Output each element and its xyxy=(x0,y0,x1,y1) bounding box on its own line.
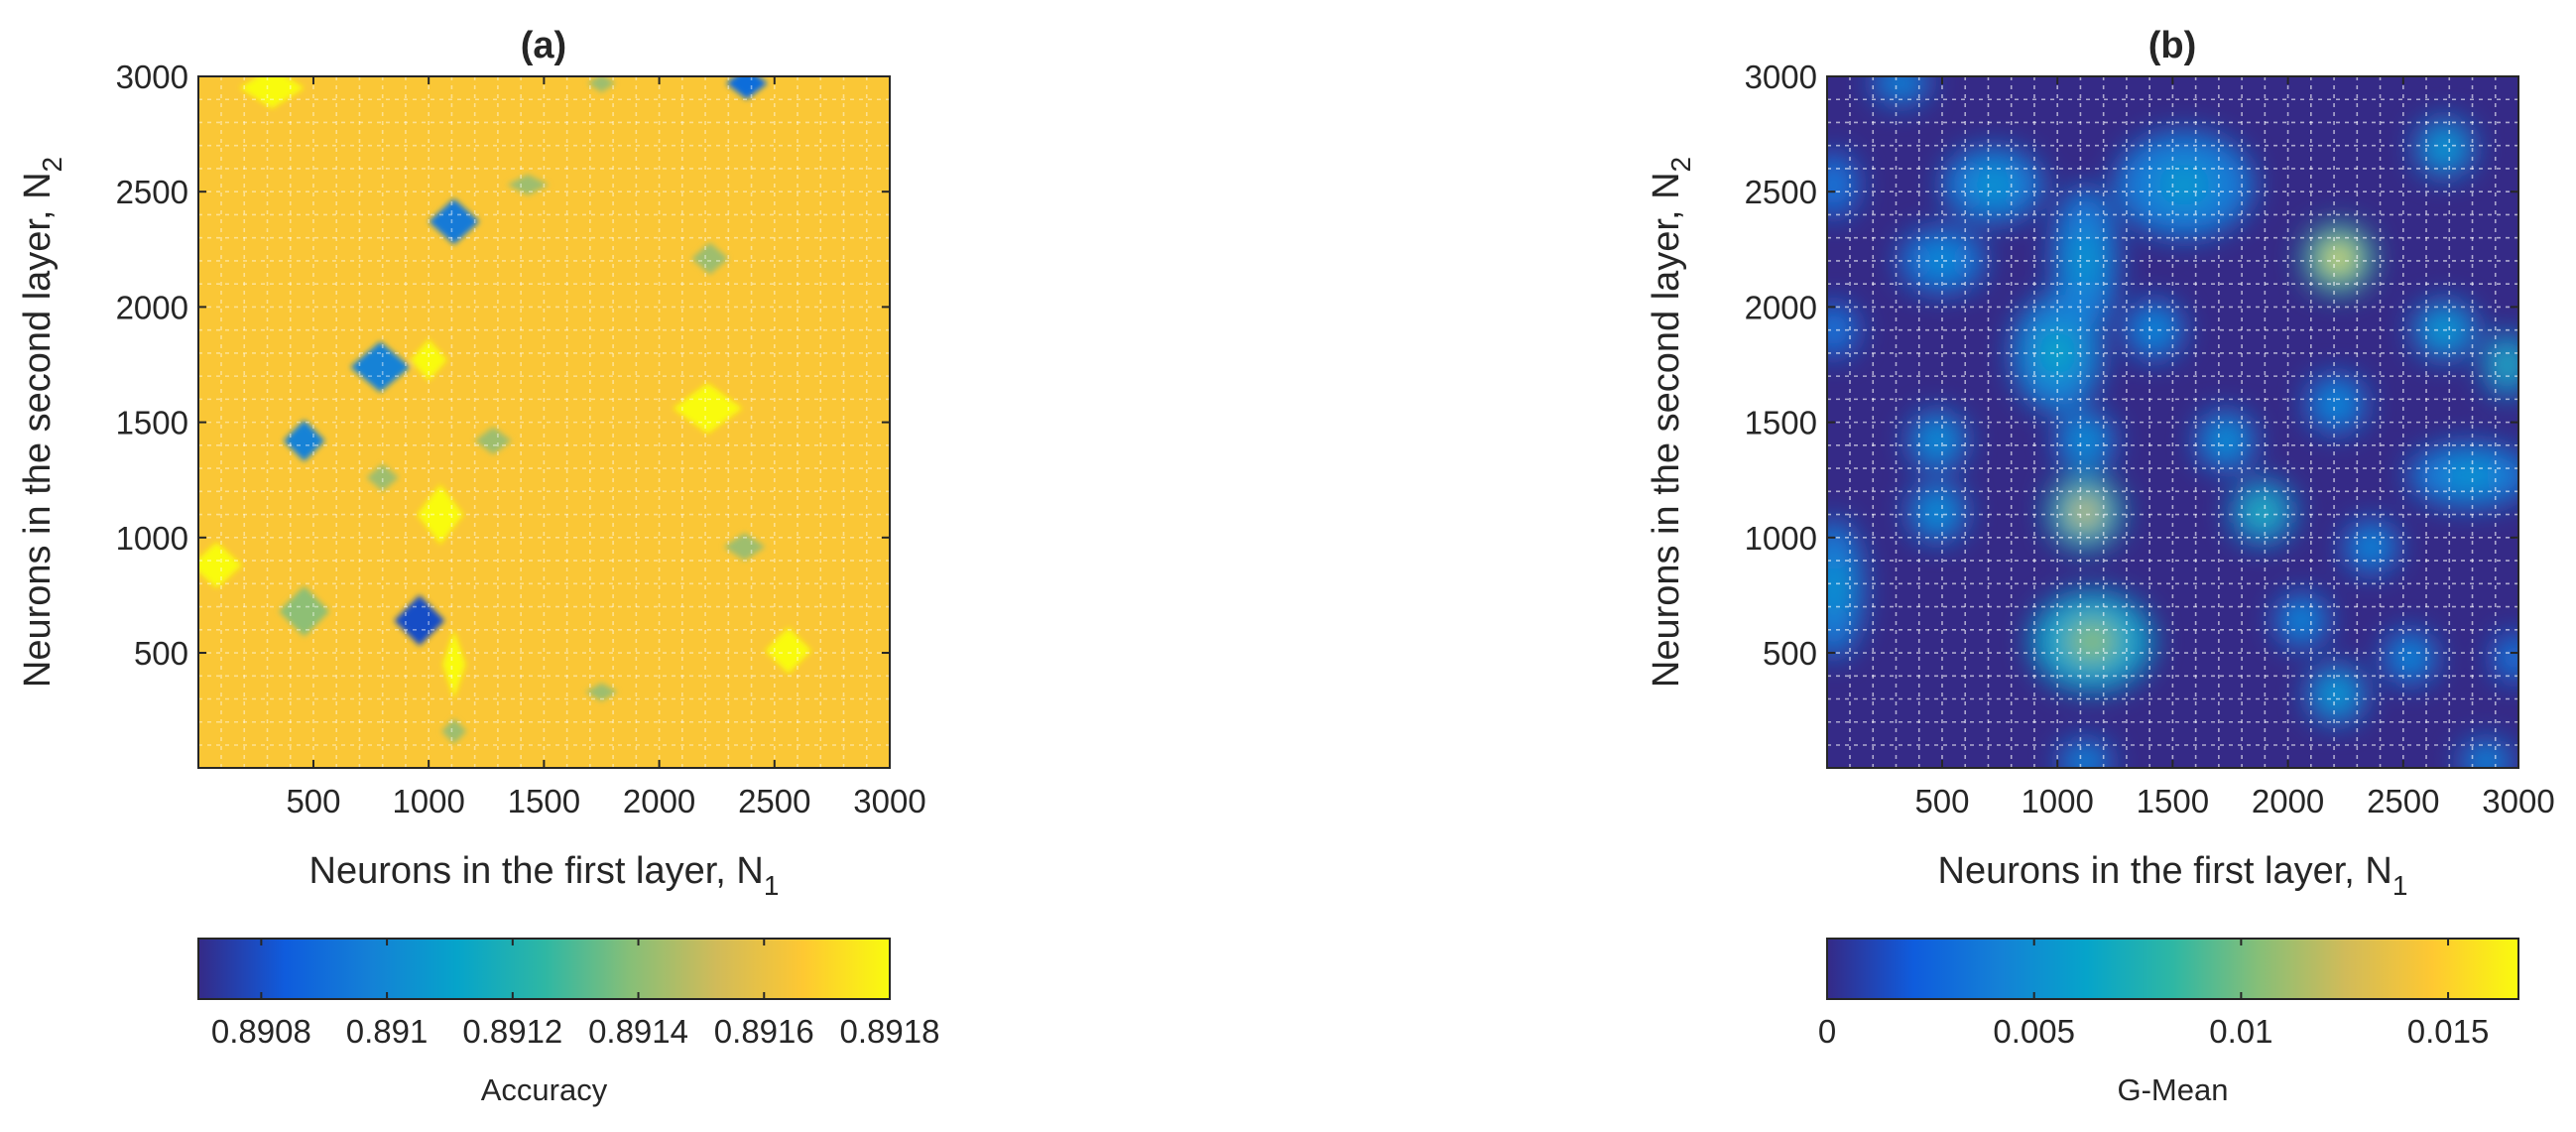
contour-feature-a-6 xyxy=(350,341,411,393)
colorbar-tick-label: 0.8918 xyxy=(840,1013,940,1050)
x-tick-label: 1500 xyxy=(508,783,580,819)
contour-feature-b-0 xyxy=(1889,76,1912,92)
contour-feature-a-17 xyxy=(442,629,466,699)
contour-feature-b-2 xyxy=(1973,170,2013,199)
contour-feature-a-20 xyxy=(440,718,467,744)
contour-feature-b-25 xyxy=(2399,647,2421,669)
contour-feature-b-27 xyxy=(2324,683,2348,706)
contour-feature-b-19 xyxy=(2070,497,2100,527)
y-tick-label: 3000 xyxy=(1745,59,1817,95)
y-axis-label-b: Neurons in the second layer, N2 xyxy=(1646,157,1696,688)
colorbar-tick-label: 0.015 xyxy=(2407,1013,2490,1050)
contour-feature-b-15 xyxy=(2073,429,2097,452)
contour-feature-b-16 xyxy=(2214,429,2238,452)
contour-feature-a-8 xyxy=(673,383,743,435)
y-tick-label: 3000 xyxy=(116,59,188,95)
contour-feature-a-3 xyxy=(507,174,550,195)
contour-feature-a-10 xyxy=(474,427,512,455)
y-tick-label: 500 xyxy=(134,635,188,672)
contour-feature-b-12 xyxy=(2497,351,2516,378)
contour-feature-b-5 xyxy=(2072,231,2098,291)
contour-feature-a-12 xyxy=(417,484,464,545)
y-tick-label: 1500 xyxy=(1745,405,1817,441)
colorbar-label-a: Accuracy xyxy=(481,1072,608,1107)
colorbar-tick-label: 0.005 xyxy=(1993,1013,2075,1050)
contour-feature-b-6 xyxy=(1925,248,1959,274)
x-tick-label: 3000 xyxy=(853,783,925,819)
y-tick-label: 1000 xyxy=(1745,520,1817,557)
contour-feature-b-29 xyxy=(2476,752,2497,768)
colorbar-tick-label: 0.01 xyxy=(2209,1013,2272,1050)
contour-feature-b-23 xyxy=(2067,621,2117,662)
colorbar-tick-label: 0.8916 xyxy=(714,1013,814,1050)
panel-gmean: 500 1000 1500 2000 2500 3000 500 1000 1500 2000 25… xyxy=(1646,25,2555,1107)
contour-feature-a-13 xyxy=(198,542,242,588)
x-tick-label: 2000 xyxy=(623,783,695,819)
contour-feature-b-9 xyxy=(2143,318,2166,342)
contour-feature-a-4 xyxy=(429,198,480,245)
x-tick-label: 500 xyxy=(1914,783,1969,819)
contour-feature-b-18 xyxy=(1925,500,1949,524)
contour-feature-b-20 xyxy=(2250,499,2275,525)
contour-feature-b-8 xyxy=(2039,329,2075,376)
contour-feature-b-17 xyxy=(2446,462,2495,488)
colorbar-tick-label: 0.8912 xyxy=(462,1013,562,1050)
colorbar-tick-label: 0 xyxy=(1818,1013,1836,1050)
x-tick-label: 500 xyxy=(286,783,340,819)
x-tick-label: 2500 xyxy=(738,783,810,819)
contour-feature-a-19 xyxy=(585,683,618,701)
contour-feature-b-3 xyxy=(2433,136,2457,160)
contour-feature-a-15 xyxy=(279,585,330,637)
colorbar-tick-label: 0.8908 xyxy=(211,1013,311,1050)
contour-feature-b-26 xyxy=(2505,648,2518,668)
y-tick-label: 2000 xyxy=(1745,289,1817,325)
contour-feature-b-14 xyxy=(1925,429,1949,452)
chart-title-b: (b) xyxy=(2148,25,2197,66)
contour-feature-a-18 xyxy=(765,627,811,674)
contour-feature-a-1 xyxy=(587,76,616,93)
x-tick-label: 1000 xyxy=(2021,783,2093,819)
colorbar-tick-label: 0.891 xyxy=(346,1013,429,1050)
contour-feature-a-5 xyxy=(691,242,729,275)
contour-feature-a-0 xyxy=(239,76,305,109)
y-tick-label: 2500 xyxy=(1745,174,1817,210)
y-tick-label: 2500 xyxy=(116,174,188,210)
y-tick-label: 2000 xyxy=(116,289,188,325)
contour-feature-a-16 xyxy=(394,594,445,647)
contour-feature-a-2 xyxy=(725,76,768,100)
colorbar-label-b: G-Mean xyxy=(2118,1072,2229,1107)
contour-feature-a-14 xyxy=(723,533,766,562)
contour-feature-b-7 xyxy=(2325,245,2353,273)
colorbar-a xyxy=(197,938,891,1000)
colorbar-tick-label: 0.8914 xyxy=(588,1013,688,1050)
y-tick-label: 1000 xyxy=(116,520,188,557)
panel-accuracy: 500 1000 1500 2000 2500 3000 500 1000 1500 2000 25… xyxy=(17,25,939,1107)
contour-feature-b-21 xyxy=(2360,536,2382,558)
y-axis-label-a: Neurons in the second layer, N2 xyxy=(17,157,67,688)
contour-feature-b-13 xyxy=(2324,392,2348,416)
contour-feature-b-1 xyxy=(2156,164,2212,206)
contour-feature-b-11 xyxy=(1827,319,1844,341)
colorbar-b xyxy=(1826,938,2519,1000)
chart-title-a: (a) xyxy=(521,25,566,66)
y-tick-label: 1500 xyxy=(116,405,188,441)
x-tick-label: 3000 xyxy=(2482,783,2554,819)
contour-feature-a-11 xyxy=(366,463,399,492)
contour-feature-b-24 xyxy=(2291,610,2312,631)
x-axis-label-a: Neurons in the first layer, N1 xyxy=(309,850,780,901)
contour-feature-b-22 xyxy=(1827,561,1846,616)
x-tick-label: 2000 xyxy=(2252,783,2324,819)
x-tick-label: 2500 xyxy=(2367,783,2439,819)
contour-feature-a-7 xyxy=(410,338,447,381)
x-tick-label: 1000 xyxy=(392,783,464,819)
x-tick-label: 1500 xyxy=(2137,783,2209,819)
y-tick-label: 500 xyxy=(1763,635,1817,672)
x-axis-label-b: Neurons in the first layer, N1 xyxy=(1938,850,2408,901)
contour-feature-a-9 xyxy=(283,420,325,462)
